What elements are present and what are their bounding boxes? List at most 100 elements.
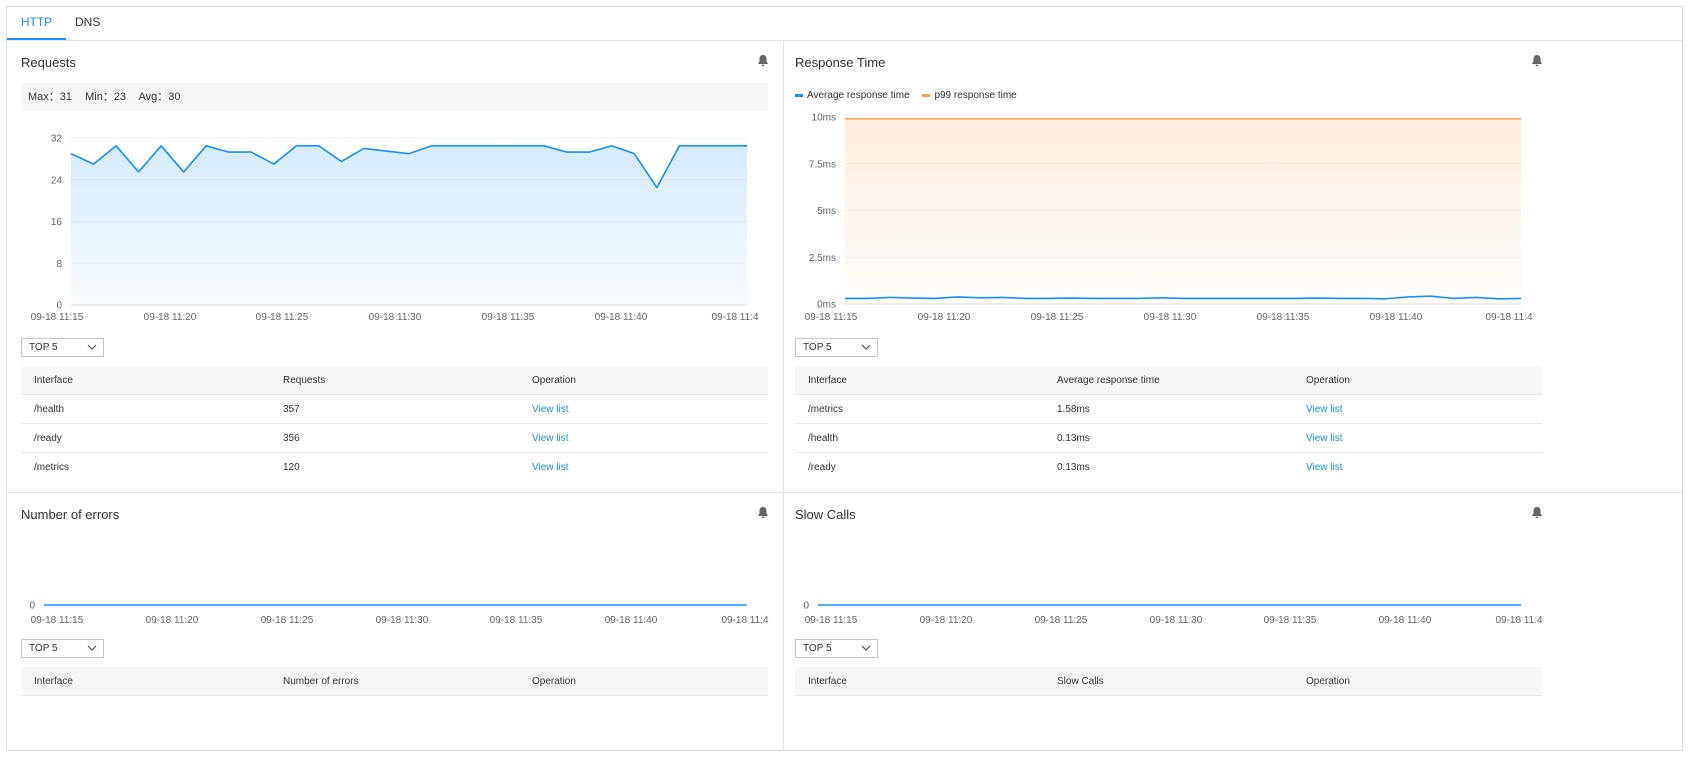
tab-http[interactable]: HTTP [7,7,66,40]
legend-item-average[interactable]: Average response time [795,90,910,101]
cell-value: 357 [283,404,300,415]
top-n-select[interactable]: TOP 5 [21,639,104,658]
chart-legend: Average response time p99 response time [795,90,1027,101]
x-tick-label: 09-18 11:4 [721,615,769,626]
header-operation: Operation [532,676,576,687]
table-header: Interface Number of errors Operation [21,667,768,696]
series-area [845,118,1521,305]
y-tick-label: 16 [51,217,63,228]
x-tick-label: 09-18 11:20 [146,615,199,626]
y-tick-label: 0 [56,301,62,312]
x-tick-label: 09-18 11:15 [805,615,858,626]
y-tick-label: 32 [51,134,63,145]
header-interface: Interface [808,375,847,386]
select-value: TOP 5 [803,342,832,353]
panel-title: Response Time [795,55,886,70]
table-row: /ready 0.13ms View list [795,453,1542,482]
requests-table: Interface Requests Operation /health 357… [21,366,768,482]
response-time-panel: Response Time Average response time p99 … [781,41,1557,492]
x-tick-label: 09-18 11:15 [805,312,858,323]
x-tick-label: 09-18 11:30 [1150,615,1203,626]
y-tick-label: 0 [803,601,809,612]
app-frame: HTTP DNS Requests Max：31 Min：23 Avg：30 0… [6,6,1683,751]
header-value: Average response time [1057,375,1160,386]
cell-value: 356 [283,433,300,444]
view-list-link[interactable]: View list [1306,404,1343,415]
bell-icon[interactable] [1529,53,1545,69]
table-header: Interface Slow Calls Operation [795,667,1542,696]
requests-panel: Requests Max：31 Min：23 Avg：30 0 8 16 24 32 09… [7,41,783,492]
tab-dns[interactable]: DNS [75,15,101,29]
view-list-link[interactable]: View list [532,404,569,415]
view-list-link[interactable]: View list [1306,433,1343,444]
x-tick-label: 09-18 11:25 [261,615,314,626]
chevron-down-icon [87,645,97,651]
panel-title: Slow Calls [795,507,856,522]
top-n-select[interactable]: TOP 5 [795,338,878,357]
slow-calls-panel: Slow Calls 0 09-18 11:15 09-18 11:20 09-18 … [781,493,1557,750]
legend-item-p99[interactable]: p99 response time [922,90,1017,101]
table-row: /metrics 1.58ms View list [795,395,1542,424]
cell-interface: /ready [808,462,836,473]
stat-min: Min：23 [85,91,127,103]
tab-bar: HTTP DNS [7,7,1682,41]
x-tick-label: 09-18 11:35 [490,615,543,626]
stats-bar: Max：31 Min：23 Avg：30 [21,83,768,111]
y-tick-label: 10ms [812,113,836,124]
slow-calls-chart: 0 09-18 11:15 09-18 11:20 09-18 11:25 09-18 … [803,601,1543,627]
x-tick-label: 09-18 11:35 [1264,615,1317,626]
table-row: /health 357 View list [21,395,768,424]
x-tick-label: 09-18 11:15 [31,312,84,323]
table-row: /metrics 120 View list [21,453,768,482]
header-operation: Operation [1306,375,1350,386]
x-tick-label: 09-18 11:30 [376,615,429,626]
panel-divider-vertical [783,40,784,750]
slow-calls-table: Interface Slow Calls Operation [795,667,1542,696]
y-tick-label: 0 [29,601,35,612]
view-list-link[interactable]: View list [532,462,569,473]
bell-icon[interactable] [1529,505,1545,521]
x-tick-label: 09-18 11:4 [1485,312,1533,323]
panel-title: Requests [21,55,76,70]
table-row: /health 0.13ms View list [795,424,1542,453]
cell-value: 0.13ms [1057,433,1090,444]
header-interface: Interface [34,375,73,386]
table-header: Interface Requests Operation [21,366,768,395]
select-value: TOP 5 [29,643,58,654]
y-tick-label: 8 [56,259,62,270]
cell-interface: /health [34,404,65,415]
x-tick-label: 09-18 11:4 [711,312,759,323]
header-operation: Operation [1306,676,1350,687]
cell-value: 1.58ms [1057,404,1090,415]
y-tick-label: 7.5ms [809,159,836,170]
legend-label: p99 response time [934,90,1017,101]
cell-value: 120 [283,462,300,473]
y-tick-label: 24 [51,175,63,186]
view-list-link[interactable]: View list [1306,462,1343,473]
cell-value: 0.13ms [1057,462,1090,473]
view-list-link[interactable]: View list [532,433,569,444]
x-tick-label: 09-18 11:20 [918,312,971,323]
header-interface: Interface [34,676,73,687]
x-tick-label: 09-18 11:30 [1144,312,1197,323]
top-n-select[interactable]: TOP 5 [795,639,878,658]
select-value: TOP 5 [29,342,58,353]
cell-interface: /health [808,433,839,444]
chevron-down-icon [87,344,97,350]
stat-max: Max：31 [28,91,73,103]
bell-icon[interactable] [755,53,771,69]
bell-icon[interactable] [755,505,771,521]
x-tick-label: 09-18 11:35 [482,312,535,323]
errors-chart: 0 09-18 11:15 09-18 11:20 09-18 11:25 09-18 … [29,601,769,627]
x-tick-label: 09-18 11:40 [1379,615,1432,626]
top-n-select[interactable]: TOP 5 [21,338,104,357]
header-value: Requests [283,375,326,386]
x-tick-label: 09-18 11:4 [1495,615,1543,626]
panel-title: Number of errors [21,507,120,522]
select-value: TOP 5 [803,643,832,654]
cell-interface: /metrics [808,404,843,415]
panel-divider-horizontal [7,492,1682,493]
legend-label: Average response time [807,90,910,101]
y-tick-label: 0ms [817,300,836,311]
cell-interface: /ready [34,433,62,444]
